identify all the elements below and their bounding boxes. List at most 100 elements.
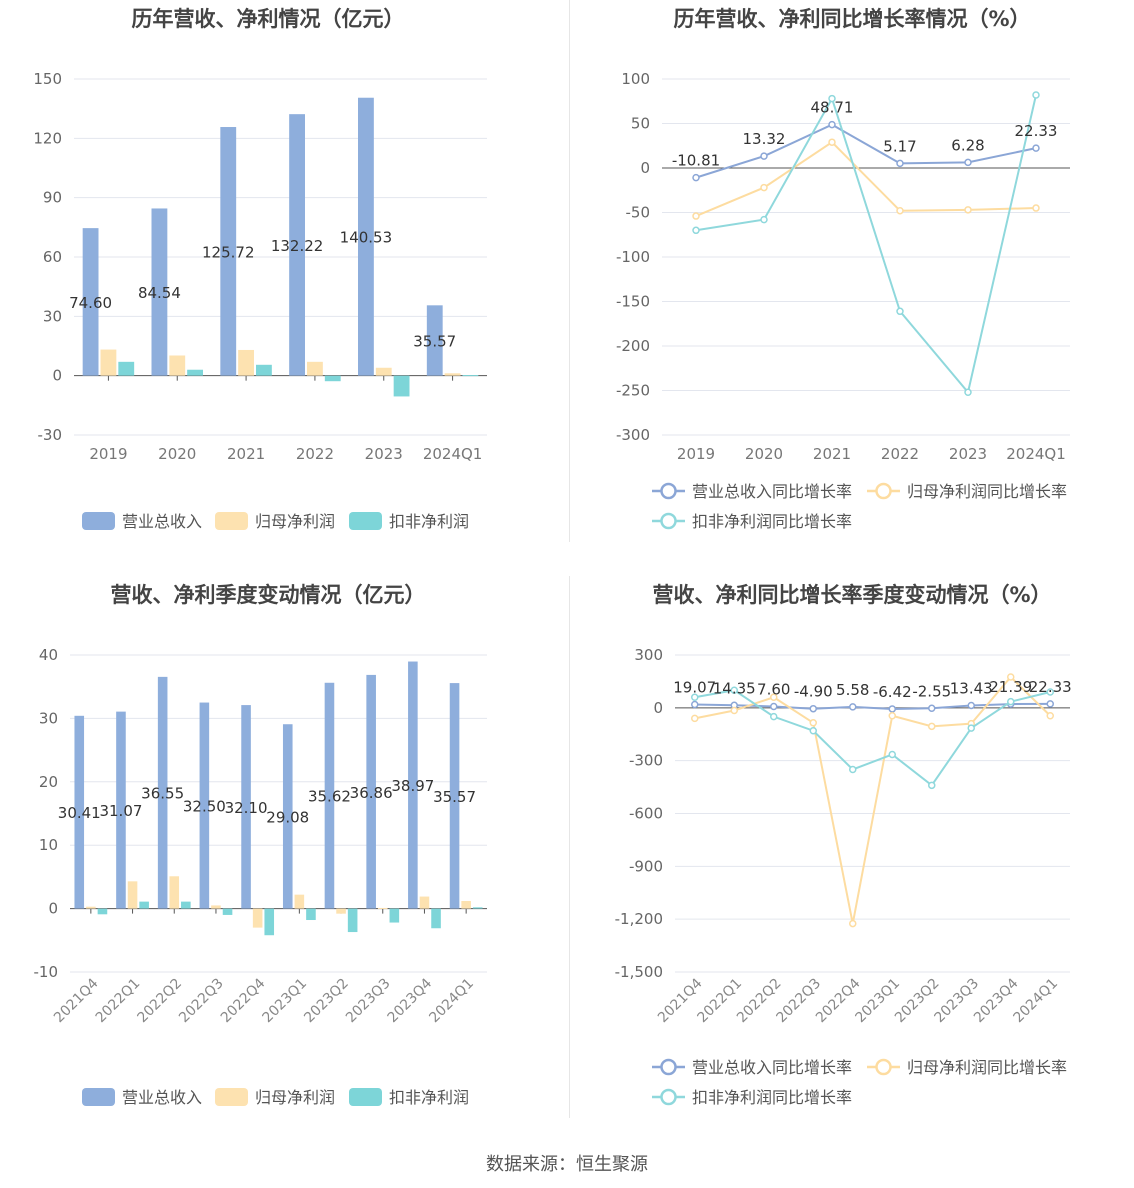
x-tick-label: 2022Q1 [93,976,144,1027]
bar-parent-profit [377,907,388,909]
bar-data-label: 32.10 [225,799,268,817]
legend-label: 归母净利润 [255,512,335,531]
legend-swatch-marker [660,482,677,500]
bar-parent-profit [336,908,346,914]
line-data-label: 48.71 [811,99,854,117]
legend-label: 营业总收入 [122,512,202,531]
bar-data-label: 35.57 [413,332,456,350]
series-point [964,206,972,214]
series-point [964,388,972,397]
bar-deducted-profit [139,901,149,909]
y-tick-label: 150 [33,70,62,88]
bar-parent-profit [86,906,96,909]
series-line [694,689,1051,787]
bar-data-label: 35.62 [308,788,351,806]
legend-swatch [82,512,115,530]
x-tick-label: 2019 [677,445,715,463]
bar-parent-profit [211,905,221,909]
x-tick-label: 2022 [296,445,334,463]
series-point [928,704,936,713]
x-tick-label: 2024Q1 [426,976,477,1027]
line-data-label: 5.17 [883,137,916,155]
legend-label: 扣非净利润同比增长率 [692,512,852,531]
x-tick-label: 2022Q3 [176,976,227,1027]
bar-deducted-profit [97,908,108,915]
bar-data-label: 132.22 [271,237,324,255]
bar-deducted-profit [347,908,358,933]
series-point [809,719,817,727]
series-point [849,703,857,711]
series-point [809,726,817,735]
bar-revenue [449,683,460,909]
legend-label: 归母净利润 [255,1088,335,1107]
bar-revenue [426,305,443,376]
bar-data-label: 125.72 [202,243,255,261]
bar-deducted-profit [255,364,272,376]
x-tick-label: 2023Q2 [301,976,352,1027]
bar-parent-profit [419,896,430,909]
legend-swatch-marker [660,1088,677,1106]
series-line [694,675,1051,924]
line-data-label: 13.32 [743,130,786,148]
bar-revenue [358,97,374,376]
bar-deducted-profit [264,908,275,936]
quarterly-revenue-profit-svg: 营收、净利季度变动情况（亿元）-100102030402021Q42022Q12… [34,583,487,1107]
bar-parent-profit [307,361,323,376]
legend-swatch-marker [875,1058,892,1076]
x-tick-label: 2020 [745,445,783,463]
series-point [691,714,699,723]
y-tick-label: -30 [38,426,63,444]
bar-parent-profit [375,367,392,376]
legend-label: 归母净利润同比增长率 [907,482,1067,501]
series-point [1007,697,1015,706]
line-data-label: 22.33 [1029,678,1072,696]
line-data-label: 19.07 [673,678,716,696]
bar-revenue [282,724,293,909]
bar-parent-profit [238,349,254,376]
y-tick-label: 300 [634,646,663,664]
bar-data-label: 74.60 [69,294,112,312]
series-point [691,693,699,702]
legend-label: 扣非净利润同比增长率 [692,1088,852,1107]
y-tick-label: 60 [43,248,62,266]
chart-group: 历年营收、净利情况（亿元） -30 0 30 60 90 120 150 2019 2020 202… [33,7,487,531]
series-point [888,712,896,720]
legend-label: 营业总收入同比增长率 [692,1058,852,1077]
data-source-note: 数据来源：恒生聚源 [486,1154,648,1175]
series-point [760,152,768,160]
annual-growth-rate-chart: 历年营收、净利同比增长率情况（%） -300 -250 -200 -150 -100 -50… [567,0,1134,576]
quarterly-revenue-profit-chart: 营收、净利季度变动情况（亿元） -10 0 10 20 30 40 2021Q4 2022Q1 2… [0,576,567,1152]
x-tick-label: 2023 [365,445,403,463]
bar-data-label: 84.54 [138,284,181,302]
chart-group: 营收、净利同比增长率季度变动情况（%） -1,500 -1,200 -900 -600 -… [615,583,1072,1107]
legend-swatch [349,512,382,530]
series-point [770,712,778,721]
y-tick-label: -300 [629,752,663,770]
series-point [828,94,836,103]
bar-revenue [241,705,251,909]
bar-data-label: 31.07 [99,802,142,820]
y-tick-label: -200 [616,337,650,355]
bar-deducted-profit [187,369,203,376]
series-point [1032,144,1040,152]
annual-revenue-profit-chart: 历年营收、净利情况（亿元） -30 0 30 60 90 120 150 2019 2020 202… [0,0,567,576]
bar-data-label: 38.97 [391,777,434,795]
annual-revenue-profit-svg: 历年营收、净利情况（亿元） -30 0 30 60 90 120 150 2019 2020 202… [33,7,487,531]
y-tick-label: 30 [39,709,58,727]
x-tick-label: 2024Q1 [423,445,483,463]
bar-deducted-profit [472,907,483,909]
bar-revenue [151,208,168,376]
series-point [1046,700,1054,708]
bar-revenue [220,127,237,376]
x-tick-label: 2024Q1 [1006,445,1066,463]
legend-swatch-marker [660,512,677,530]
bar-revenue [157,676,168,909]
series-point [691,700,699,709]
line-data-label: 13.43 [950,679,993,697]
bar-deducted-profit [181,901,191,909]
line-data-label: 5.58 [836,681,869,699]
divider-top [569,0,570,542]
bar-deducted-profit [118,361,135,376]
x-tick-label: 2023Q3 [343,976,394,1027]
series-point [1046,712,1054,720]
